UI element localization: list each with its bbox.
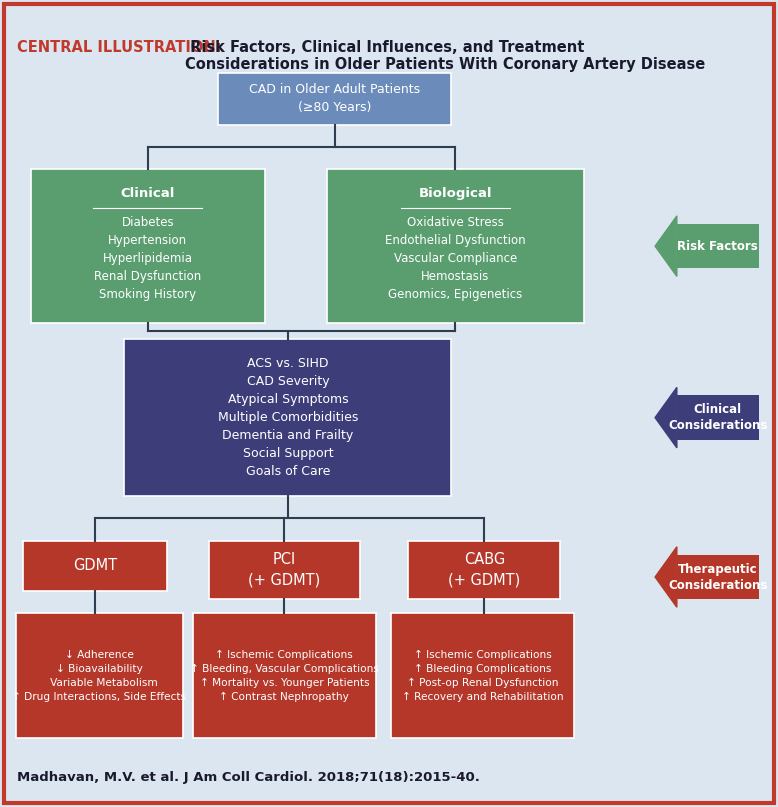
Text: CAD in Older Adult Patients
(≥80 Years): CAD in Older Adult Patients (≥80 Years) xyxy=(249,83,420,115)
Text: Clinical
Considerations: Clinical Considerations xyxy=(668,404,767,432)
Text: ACS vs. SIHD
CAD Severity
Atypical Symptoms
Multiple Comorbidities
Dementia and : ACS vs. SIHD CAD Severity Atypical Sympt… xyxy=(218,358,358,478)
FancyBboxPatch shape xyxy=(408,541,560,599)
FancyBboxPatch shape xyxy=(31,169,265,323)
FancyBboxPatch shape xyxy=(218,73,451,125)
FancyBboxPatch shape xyxy=(391,613,574,738)
FancyBboxPatch shape xyxy=(327,169,584,323)
Text: Clinical: Clinical xyxy=(121,187,175,200)
FancyBboxPatch shape xyxy=(677,555,759,599)
FancyBboxPatch shape xyxy=(23,541,167,591)
FancyBboxPatch shape xyxy=(16,613,183,738)
FancyBboxPatch shape xyxy=(193,613,376,738)
Text: Risk Factors, Clinical Influences, and Treatment
Considerations in Older Patient: Risk Factors, Clinical Influences, and T… xyxy=(185,40,706,72)
Text: Risk Factors: Risk Factors xyxy=(678,240,758,253)
Text: Therapeutic
Considerations: Therapeutic Considerations xyxy=(668,562,767,592)
Text: PCI
(+ GDMT): PCI (+ GDMT) xyxy=(248,552,321,587)
Text: ↓ Adherence
↓ Bioavailability
   Variable Metabolism
↑ Drug Interactions, Side E: ↓ Adherence ↓ Bioavailability Variable M… xyxy=(12,650,186,702)
Text: GDMT: GDMT xyxy=(73,558,117,573)
Text: Biological: Biological xyxy=(419,187,492,200)
Text: Oxidative Stress
Endothelial Dysfunction
Vascular Compliance
Hemostasis
Genomics: Oxidative Stress Endothelial Dysfunction… xyxy=(385,216,525,301)
FancyBboxPatch shape xyxy=(124,339,451,496)
Text: CABG
(+ GDMT): CABG (+ GDMT) xyxy=(448,552,520,587)
Polygon shape xyxy=(655,387,677,448)
Polygon shape xyxy=(655,547,677,607)
FancyBboxPatch shape xyxy=(677,224,759,268)
Text: ↑ Ischemic Complications
↑ Bleeding Complications
↑ Post-op Renal Dysfunction
↑ : ↑ Ischemic Complications ↑ Bleeding Comp… xyxy=(402,650,563,702)
Text: ↑ Ischemic Complications
↑ Bleeding, Vascular Complications
↑ Mortality vs. Youn: ↑ Ischemic Complications ↑ Bleeding, Vas… xyxy=(190,650,379,702)
Polygon shape xyxy=(655,216,677,276)
Text: Madhavan, M.V. et al. J Am Coll Cardiol. 2018;71(18):2015-40.: Madhavan, M.V. et al. J Am Coll Cardiol.… xyxy=(17,771,480,784)
Text: CENTRAL ILLUSTRATION:: CENTRAL ILLUSTRATION: xyxy=(17,40,222,55)
FancyBboxPatch shape xyxy=(677,395,759,440)
Text: Diabetes
Hypertension
Hyperlipidemia
Renal Dysfunction
Smoking History: Diabetes Hypertension Hyperlipidemia Ren… xyxy=(94,216,202,301)
FancyBboxPatch shape xyxy=(209,541,360,599)
